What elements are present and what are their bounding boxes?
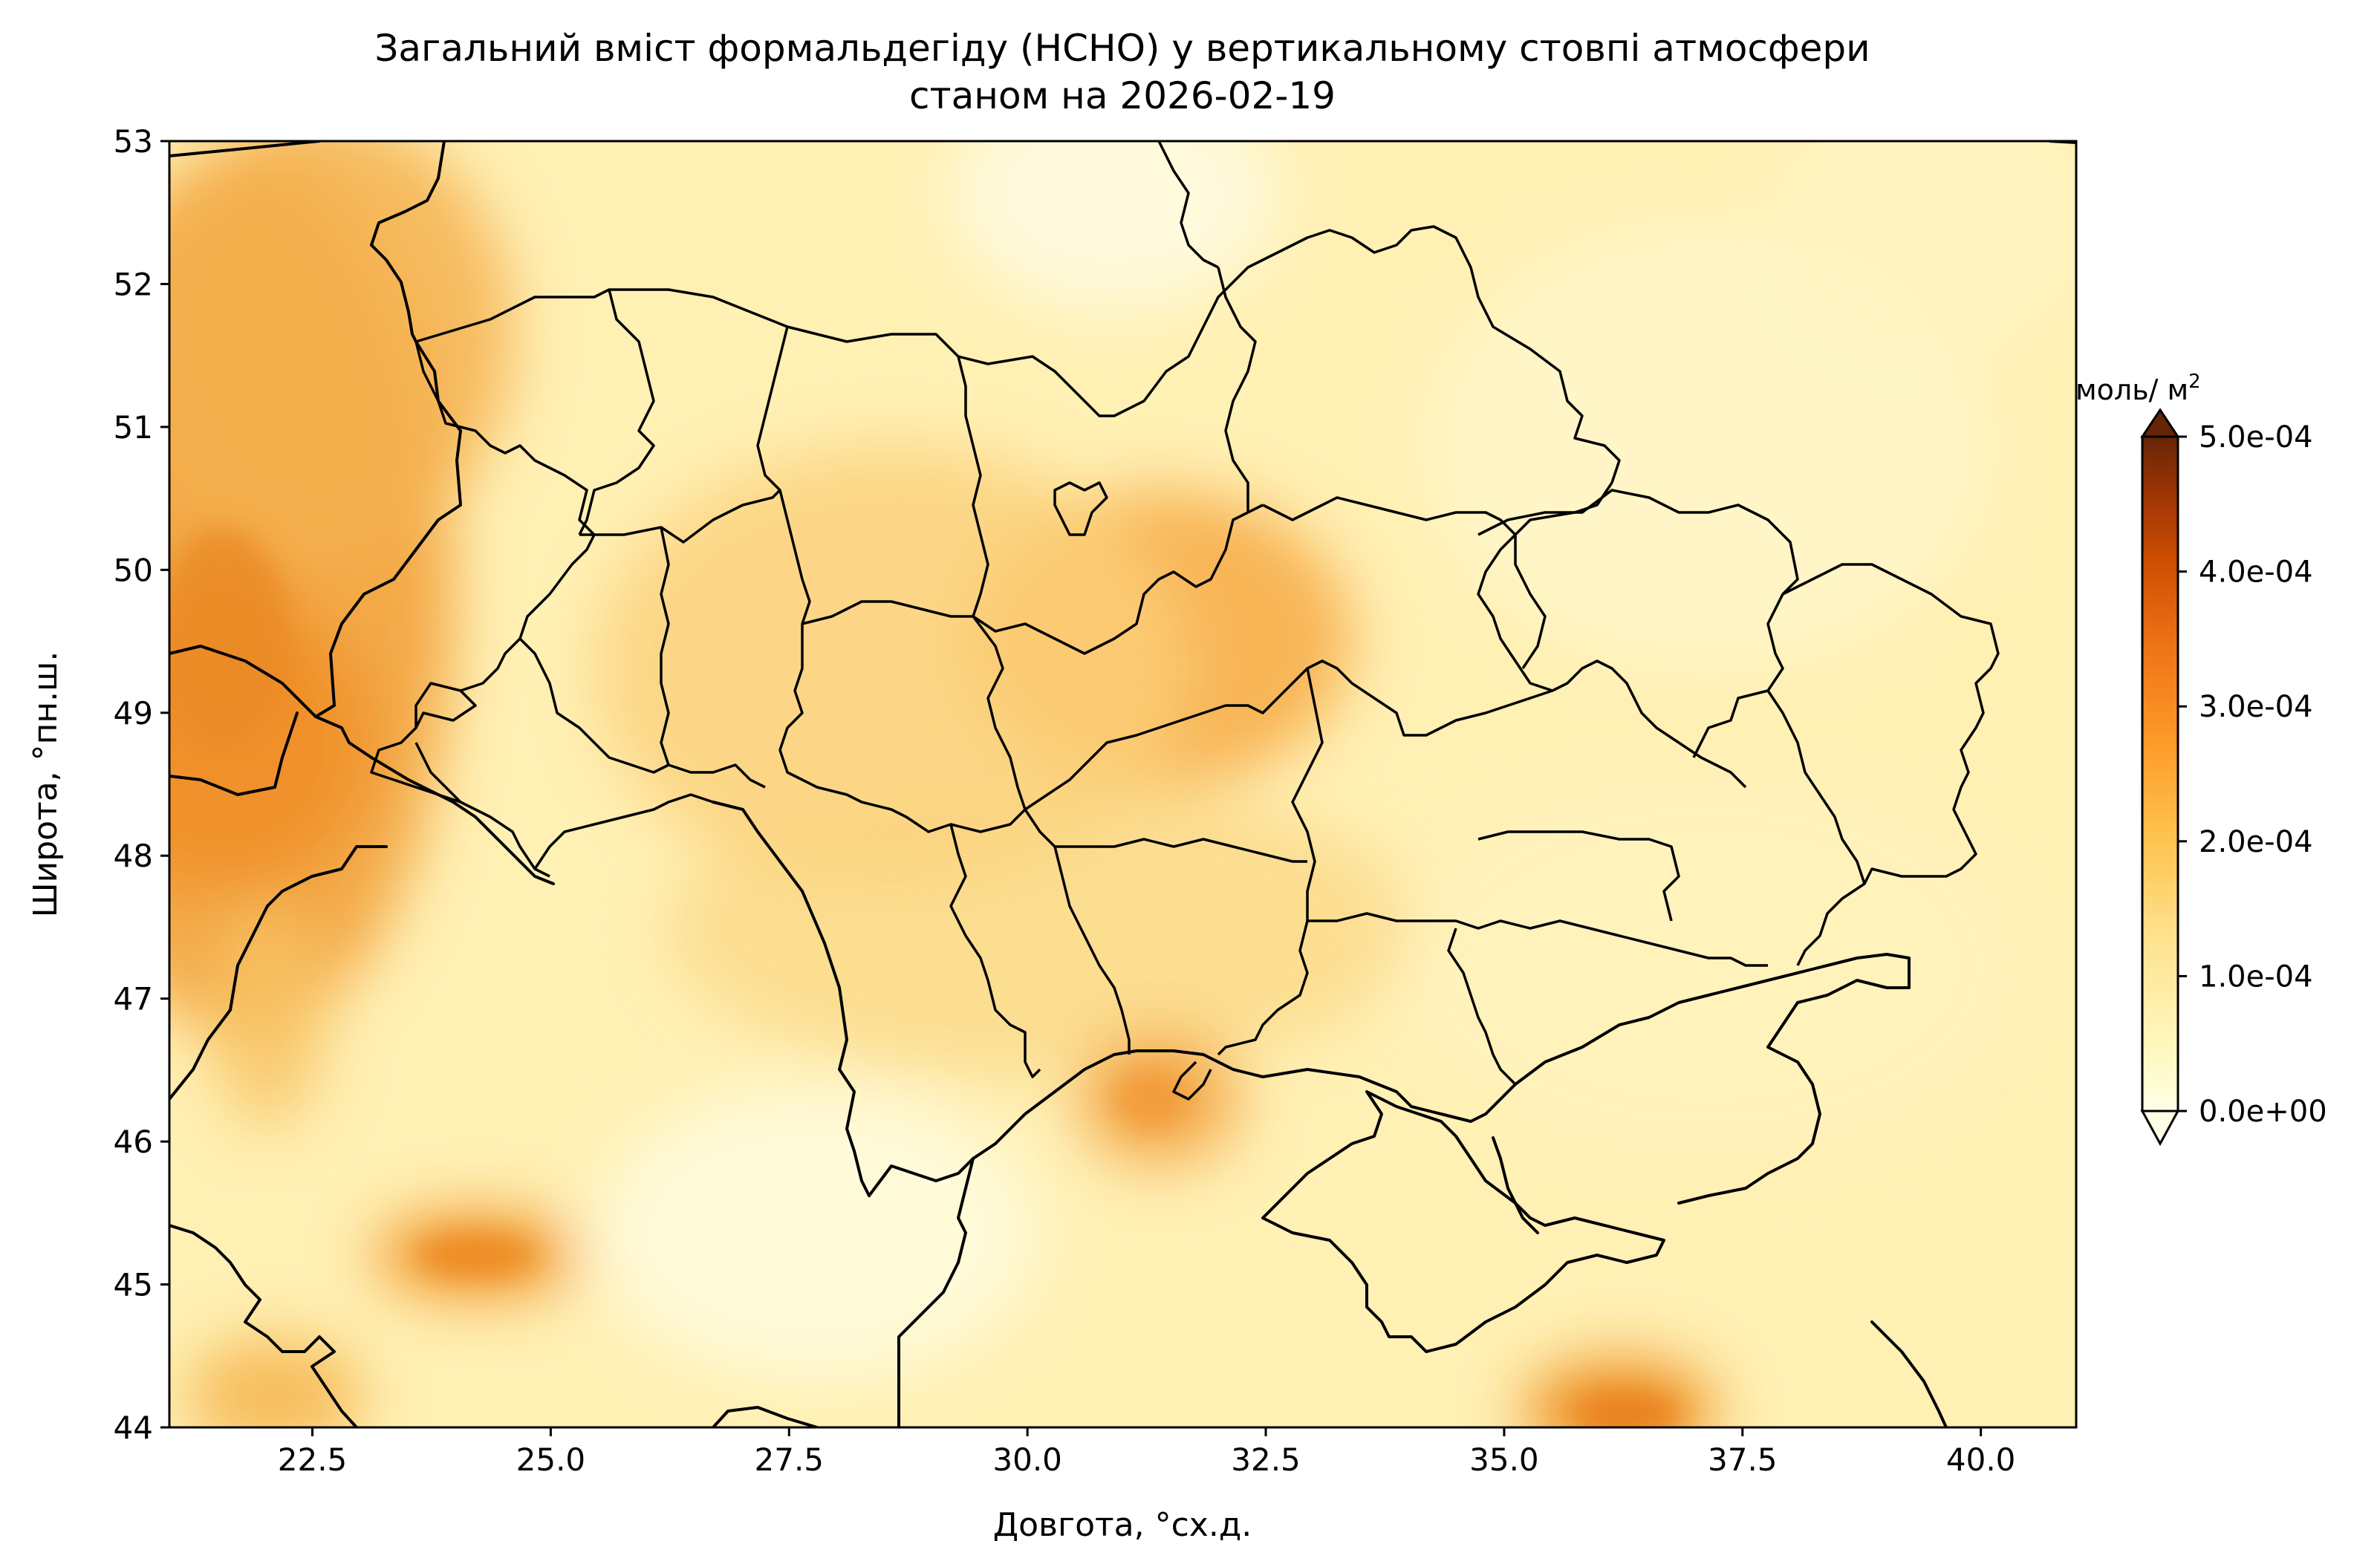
colorbar-tick-label: 3.0e-04	[2199, 690, 2313, 724]
x-tick-label: 27.5	[755, 1441, 825, 1478]
y-tick-label: 53	[114, 123, 153, 160]
y-tick-label: 49	[114, 695, 153, 732]
y-axis: 44 45 46 47 48 49 50 51 52 53	[114, 123, 169, 1446]
colorbar: моль/ м2 0.0e+00 1.0e-04 2.0e-04 3.0e-04 4.0…	[2075, 371, 2327, 1147]
x-axis: 22.5 25.0 27.5 30.0 32.5 35.0 37.5 40.0	[278, 1427, 2016, 1478]
colorbar-tick-label: 4.0e-04	[2199, 556, 2313, 590]
map-area	[169, 141, 2076, 1427]
y-tick-label: 48	[114, 838, 153, 874]
kyiv-city-boundary	[1053, 481, 1108, 536]
colorbar-tick-label: 5.0e-04	[2199, 420, 2313, 455]
x-tick-label: 37.5	[1708, 1441, 1778, 1478]
colorbar-tick-label: 1.0e-04	[2199, 960, 2313, 994]
axes-frame	[168, 140, 2078, 1429]
x-tick-label: 25.0	[516, 1441, 586, 1478]
x-tick-label: 35.0	[1469, 1441, 1539, 1478]
oblast-borders	[370, 141, 2000, 1101]
colorbar-extend-min	[2140, 1110, 2180, 1147]
colorbar-unit-label: моль/ м2	[2075, 371, 2201, 406]
colorbar-tick-label: 0.0e+00	[2199, 1095, 2327, 1129]
x-tick-label: 30.0	[992, 1441, 1062, 1478]
y-tick-label: 46	[114, 1124, 153, 1160]
x-tick-label: 22.5	[278, 1441, 348, 1478]
x-axis-label: Довгота, °сх.д.	[993, 1506, 1252, 1544]
colorbar-ticks: 0.0e+00 1.0e-04 2.0e-04 3.0e-04 4.0e-04 5.0e-…	[2178, 420, 2327, 1129]
colorbar-gradient	[2141, 435, 2179, 1112]
y-tick-label: 51	[114, 409, 153, 446]
colorbar-tick-label: 2.0e-04	[2199, 825, 2313, 859]
colorbar-extend-max	[2140, 408, 2180, 438]
y-tick-label: 52	[114, 266, 153, 302]
chart-title-line1: Загальний вміст формальдегіду (HCHO) у в…	[374, 27, 1870, 70]
y-tick-label: 45	[114, 1267, 153, 1303]
chart-title-line2: станом на 2026-02-19	[909, 74, 1336, 117]
x-tick-label: 40.0	[1946, 1441, 2016, 1478]
y-tick-label: 47	[114, 981, 153, 1017]
x-tick-label: 32.5	[1231, 1441, 1301, 1478]
y-tick-label: 44	[114, 1410, 153, 1446]
y-axis-label: Широта, °пн.ш.	[27, 651, 65, 918]
country-borders	[169, 141, 2076, 1427]
y-tick-label: 50	[114, 552, 153, 588]
